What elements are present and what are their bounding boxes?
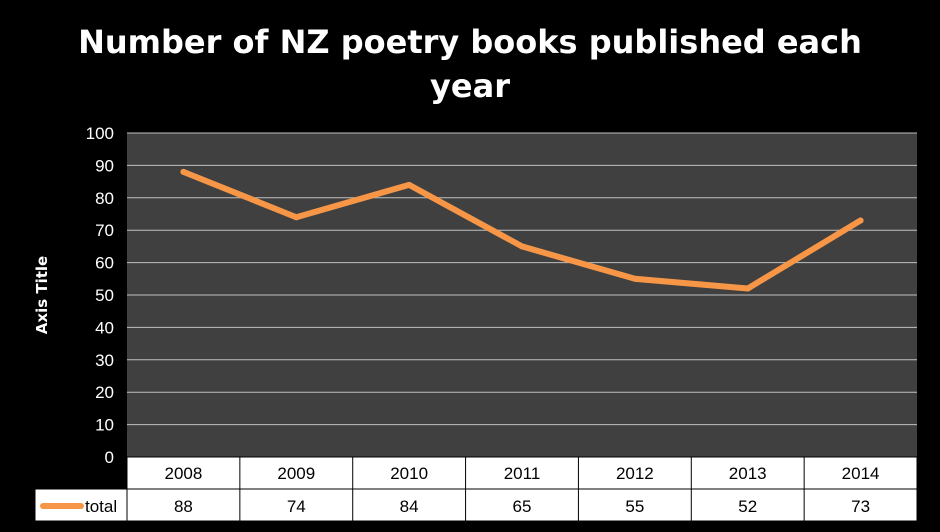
y-tick-label-10: 10 [95,416,114,435]
y-axis-title: Axis Title [33,256,51,334]
series-lines [180,168,864,292]
data-point-2012 [631,275,638,282]
data-label-2009: 74 [287,497,306,516]
data-point-2009 [293,214,300,221]
y-tick-label-40: 40 [95,318,114,337]
legend-label-0: total [85,497,117,516]
data-label-2013: 52 [738,497,757,516]
data-label-2008: 88 [174,497,193,516]
chart-title-line-1: Number of NZ poetry books published each [78,23,862,61]
y-tick-label-30: 30 [95,351,114,370]
y-tick-label-60: 60 [95,254,114,273]
data-point-2013 [744,285,751,292]
y-tick-label-80: 80 [95,189,114,208]
x-tick-label-2009: 2009 [277,464,315,483]
data-point-2008 [180,168,187,175]
y-tick-label-0: 0 [105,448,114,467]
x-tick-label-2010: 2010 [390,464,428,483]
data-label-2012: 55 [625,497,644,516]
chart-title: Number of NZ poetry books published each… [0,20,940,108]
y-tick-label-100: 100 [86,124,114,143]
data-label-2010: 84 [400,497,419,516]
data-label-2014: 73 [851,497,870,516]
y-axis-tick-labels: 0 10 20 30 40 50 60 70 80 90 100 [86,124,114,467]
data-point-2010 [406,181,413,188]
y-tick-label-50: 50 [95,286,114,305]
gridlines [127,132,917,458]
y-tick-label-90: 90 [95,156,114,175]
y-tick-label-70: 70 [95,221,114,240]
data-point-2011 [519,243,525,250]
x-tick-label-2012: 2012 [616,464,654,483]
data-label-2011: 65 [513,497,532,516]
data-table: 2008 2009 2010 2011 2012 2013 2014 88 74 84 65 55 52… [34,456,918,522]
data-point-2014 [857,217,864,224]
y-tick-label-20: 20 [95,383,114,402]
x-tick-label-2013: 2013 [729,464,767,483]
x-tick-label-2008: 2008 [165,464,203,483]
chart-title-line-2: year [430,67,510,105]
x-tick-label-2011: 2011 [504,464,541,483]
x-tick-label-2014: 2014 [842,464,880,483]
